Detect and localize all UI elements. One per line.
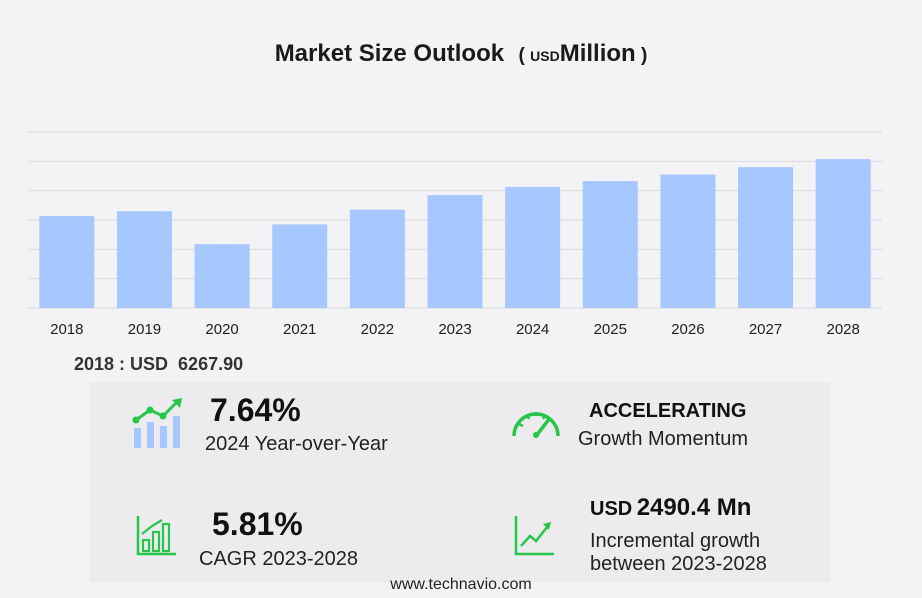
x-tick-label: 2025 bbox=[594, 321, 627, 338]
title-unit-scale: Million bbox=[559, 40, 636, 67]
bar-2019 bbox=[116, 211, 172, 308]
base-year-value: 6267.90 bbox=[178, 354, 244, 374]
momentum-label: Growth Momentum bbox=[578, 428, 749, 450]
cagr-stat: 5.81% bbox=[212, 506, 303, 543]
bar-chart: 2018 2019 2020 2021 2022 2023 2024 2025 2026 2027… bbox=[28, 131, 882, 338]
incremental-label-wrap: Incremental growth between 2023-2028 bbox=[590, 530, 767, 576]
momentum-stat: ACCELERATING bbox=[589, 400, 746, 423]
x-tick-label: 2021 bbox=[283, 321, 316, 338]
momentum-label-wrap: Growth Momentum bbox=[578, 428, 748, 451]
yoy-label: 2024 Year-over-Year bbox=[205, 433, 388, 455]
x-tick-label: 2023 bbox=[438, 321, 471, 338]
x-tick-label: 2020 bbox=[205, 321, 238, 338]
incremental-stat: USD 2490.4 Mn bbox=[590, 494, 751, 522]
cagr-label: CAGR 2023-2028 bbox=[199, 548, 358, 570]
title-unit-currency: USD bbox=[530, 48, 560, 64]
bar-2022 bbox=[349, 209, 405, 308]
x-tick-label: 2024 bbox=[516, 321, 549, 338]
incremental-label-line1: Incremental growth bbox=[590, 530, 761, 552]
bar-chart-icon bbox=[136, 516, 176, 556]
yoy-label-wrap: 2024 Year-over-Year bbox=[205, 433, 388, 456]
bar-2025 bbox=[582, 181, 638, 308]
base-year-label: 2018 : USD bbox=[74, 354, 169, 374]
title-main: Market Size Outlook bbox=[274, 40, 505, 67]
chart-title: Market Size Outlook ( USDMillion ) bbox=[0, 40, 922, 68]
x-tick-label: 2027 bbox=[749, 321, 782, 338]
title-paren-open: ( bbox=[518, 45, 525, 66]
bar-2024 bbox=[505, 187, 561, 308]
footer-url[interactable]: www.technavio.com bbox=[390, 576, 532, 593]
x-tick-label: 2018 bbox=[50, 321, 83, 338]
bar-2026 bbox=[660, 174, 716, 308]
bar-2021 bbox=[272, 224, 328, 308]
bar-2028 bbox=[815, 159, 871, 308]
x-tick-label: 2028 bbox=[826, 321, 859, 338]
title-paren-close: ) bbox=[640, 45, 648, 66]
bar-2023 bbox=[427, 195, 483, 308]
cagr-label-wrap: CAGR 2023-2028 bbox=[199, 548, 358, 571]
incremental-value: 2490.4 Mn bbox=[636, 494, 752, 521]
x-tick-label: 2022 bbox=[361, 321, 394, 338]
base-year-stat: 2018 : USD 6267.90 bbox=[74, 354, 243, 375]
cagr-value: 5.81% bbox=[212, 506, 303, 542]
momentum-value: ACCELERATING bbox=[589, 400, 747, 422]
yoy-stat: 7.64% bbox=[210, 392, 301, 429]
yoy-value: 7.64% bbox=[210, 392, 301, 428]
growth-chart-icon bbox=[132, 398, 182, 448]
speedometer-icon bbox=[512, 412, 560, 438]
x-tick-label: 2026 bbox=[671, 321, 704, 338]
incremental-prefix: USD bbox=[590, 498, 633, 520]
trend-up-icon bbox=[514, 516, 554, 556]
bar-2027 bbox=[738, 167, 794, 308]
bar-2018 bbox=[39, 216, 95, 308]
x-tick-label: 2019 bbox=[128, 321, 161, 338]
stats-panel bbox=[90, 382, 830, 582]
title-unit: ( USDMillion ) bbox=[518, 40, 648, 67]
incremental-label-line2: between 2023-2028 bbox=[590, 553, 767, 575]
bar-2020 bbox=[194, 244, 250, 308]
